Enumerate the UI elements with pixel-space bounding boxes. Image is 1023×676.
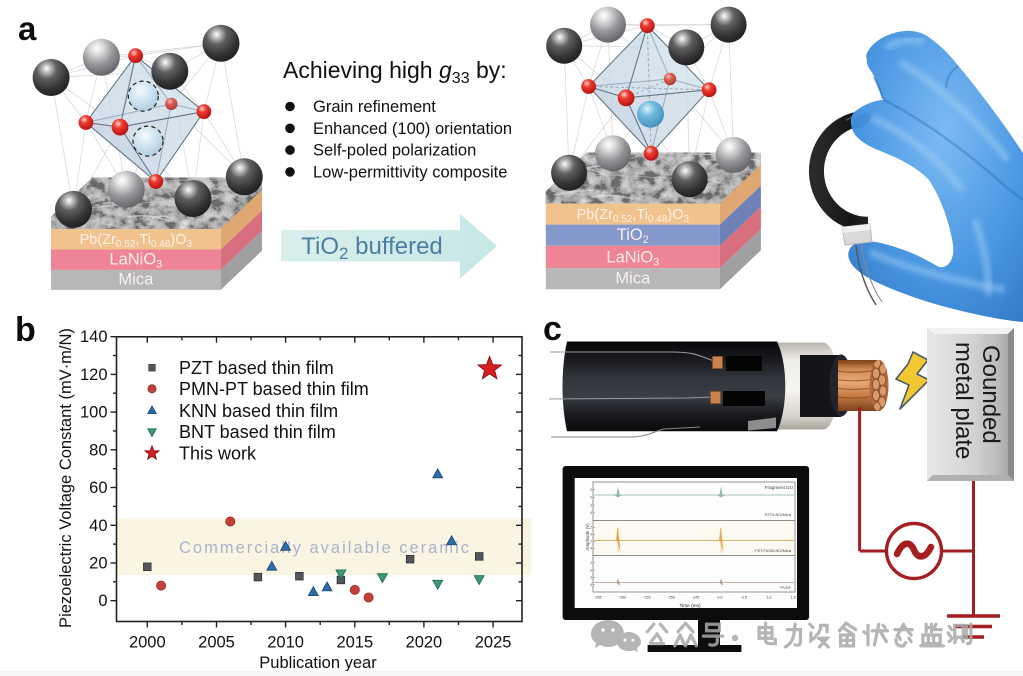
svg-text:2: 2 bbox=[590, 576, 592, 580]
svg-text:b: b bbox=[15, 311, 36, 349]
svg-text:2: 2 bbox=[590, 526, 592, 530]
svg-text:0: 0 bbox=[590, 533, 592, 537]
svg-text:0.0: 0.0 bbox=[717, 596, 722, 600]
svg-text:0.5: 0.5 bbox=[742, 596, 747, 600]
svg-text:Self-poled polarization: Self-poled polarization bbox=[313, 142, 476, 160]
svg-text:Amplitude (V): Amplitude (V) bbox=[585, 523, 590, 551]
svg-text:Mica: Mica bbox=[615, 270, 651, 288]
svg-text:-265: -265 bbox=[594, 596, 602, 600]
svg-text:2025: 2025 bbox=[475, 634, 512, 652]
svg-text:2: 2 bbox=[590, 561, 592, 565]
svg-text:TiO2: TiO2 bbox=[617, 226, 649, 246]
svg-text:TiO2 buffered: TiO2 buffered bbox=[301, 233, 443, 263]
svg-text:80: 80 bbox=[89, 441, 107, 459]
svg-text:1.0: 1.0 bbox=[766, 596, 771, 600]
svg-text:40: 40 bbox=[89, 517, 107, 535]
svg-text:4: 4 bbox=[590, 511, 592, 515]
svg-text:2020: 2020 bbox=[406, 634, 443, 652]
svg-text:Grain refinement: Grain refinement bbox=[313, 98, 436, 116]
svg-text:PZT/LNO/Mica: PZT/LNO/Mica bbox=[765, 512, 792, 517]
svg-text:4: 4 bbox=[590, 583, 592, 587]
svg-text:0: 0 bbox=[98, 592, 107, 610]
svg-text:0: 0 bbox=[590, 568, 592, 572]
svg-text:2000: 2000 bbox=[129, 634, 166, 652]
svg-text:2010: 2010 bbox=[267, 634, 304, 652]
svg-text:140: 140 bbox=[80, 328, 108, 346]
svg-text:100: 100 bbox=[80, 404, 108, 422]
svg-text:2: 2 bbox=[590, 540, 592, 544]
svg-text:-245: -245 bbox=[692, 596, 700, 600]
svg-text:Pb(Zr0.52,Ti0.48)O3: Pb(Zr0.52,Ti0.48)O3 bbox=[80, 232, 193, 250]
svg-text:Time (ms): Time (ms) bbox=[679, 603, 701, 609]
svg-text:60: 60 bbox=[89, 479, 107, 497]
svg-text:c: c bbox=[543, 310, 562, 348]
svg-text:1.5: 1.5 bbox=[791, 596, 796, 600]
svg-text:2005: 2005 bbox=[198, 634, 235, 652]
svg-text:2: 2 bbox=[590, 503, 592, 507]
svg-text:KNN based thin film: KNN based thin film bbox=[179, 401, 338, 421]
svg-text:LaNiO3: LaNiO3 bbox=[109, 251, 162, 271]
svg-text:Fragment DU: Fragment DU bbox=[765, 485, 794, 491]
svg-text:20: 20 bbox=[89, 555, 107, 573]
svg-text:4: 4 bbox=[590, 547, 592, 551]
svg-text:PMN-PT based thin film: PMN-PT based thin film bbox=[179, 379, 369, 399]
svg-text:a: a bbox=[18, 10, 37, 47]
svg-text:Commercially available ceramic: Commercially available ceramic bbox=[179, 539, 471, 557]
svg-text:Gounded: Gounded bbox=[977, 345, 1004, 444]
svg-text:BNT based thin film: BNT based thin film bbox=[179, 422, 336, 442]
svg-text:PVDF: PVDF bbox=[780, 585, 791, 590]
svg-text:metal plate: metal plate bbox=[950, 342, 977, 459]
svg-text:2015: 2015 bbox=[336, 634, 373, 652]
svg-text:-260: -260 bbox=[619, 596, 627, 600]
svg-text:Mica: Mica bbox=[118, 271, 154, 289]
svg-text:Pb(Zr0.52,Ti0.48)O3: Pb(Zr0.52,Ti0.48)O3 bbox=[577, 207, 690, 225]
svg-text:120: 120 bbox=[80, 366, 108, 384]
svg-text:Achieving high g33 by:: Achieving high g33 by: bbox=[283, 57, 507, 87]
svg-text:2: 2 bbox=[590, 488, 592, 492]
svg-text:Low-permittivity composite: Low-permittivity composite bbox=[313, 163, 507, 181]
svg-text:-250: -250 bbox=[667, 596, 675, 600]
svg-text:0: 0 bbox=[590, 496, 592, 500]
svg-text:-255: -255 bbox=[643, 596, 651, 600]
svg-text:PZT/TiO2/LNO/Mica: PZT/TiO2/LNO/Mica bbox=[755, 548, 792, 553]
svg-text:LaNiO3: LaNiO3 bbox=[606, 248, 659, 268]
svg-text:This work: This work bbox=[179, 443, 257, 463]
svg-text:Publication year: Publication year bbox=[259, 654, 377, 672]
svg-text:PZT based thin film: PZT based thin film bbox=[179, 358, 334, 378]
svg-text:Piezoelectric Voltage Constant: Piezoelectric Voltage Constant (mV·m/N) bbox=[57, 328, 75, 628]
svg-text:Enhanced (100) orientation: Enhanced (100) orientation bbox=[313, 120, 512, 138]
